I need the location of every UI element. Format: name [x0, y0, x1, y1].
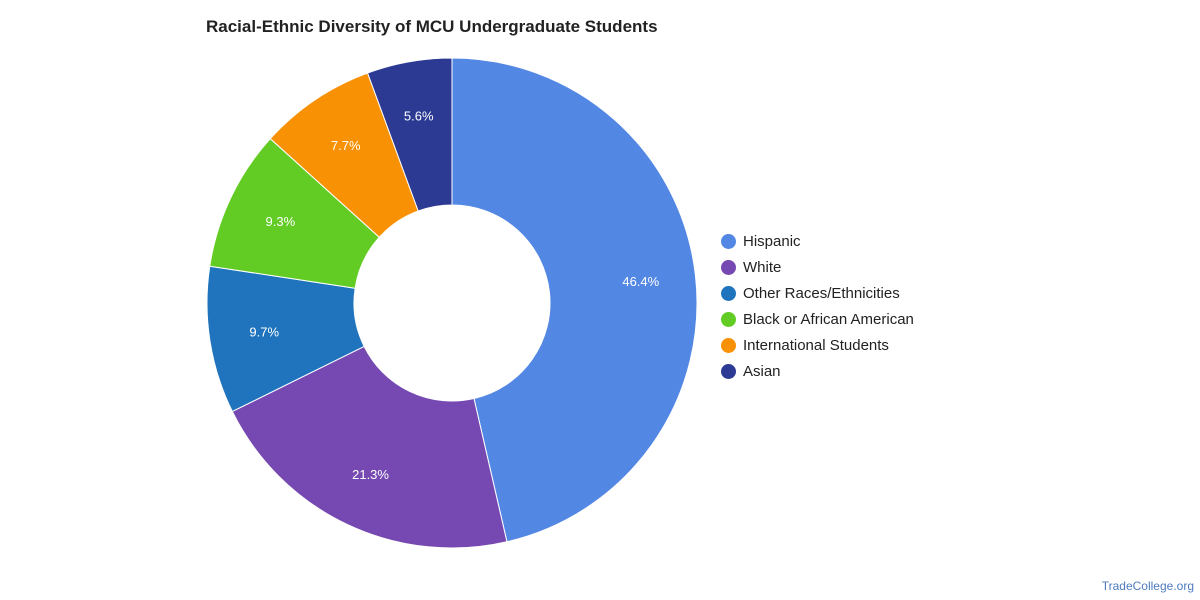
slice-white [231, 345, 508, 549]
donut-slice-labels: 46.4% 21.3% 9.7% 9.3% 7.7% 5.6% [249, 108, 659, 482]
chart-legend: Hispanic White Other Races/Ethnicities Blac… [721, 228, 914, 384]
legend-swatch [721, 363, 736, 379]
slice-hispanic [451, 57, 698, 543]
chart-title: Racial-Ethnic Diversity of MCU Undergrad… [206, 17, 658, 36]
legend-swatch [721, 233, 736, 249]
watermark: TradeCollege.org [1101, 579, 1194, 593]
slice-asian [366, 57, 453, 212]
legend-item-white: White [721, 254, 914, 280]
slice-label-international-students: 7.7% [331, 138, 361, 153]
legend-item-asian: Asian [721, 358, 914, 384]
legend-swatch [721, 311, 736, 327]
legend-label: White [743, 258, 782, 276]
slice-label-black-or-african-american: 9.3% [266, 214, 296, 229]
legend-label: Other Races/Ethnicities [743, 284, 900, 302]
slice-label-asian: 5.6% [404, 108, 434, 123]
legend-label: International Students [743, 336, 889, 354]
legend-label: Black or African American [743, 310, 914, 328]
legend-item-black-or-african-american: Black or African American [721, 306, 914, 332]
slice-label-hispanic: 46.4% [622, 274, 659, 289]
slice-label-other-races-ethnicities: 9.7% [249, 325, 279, 340]
slice-label-white: 21.3% [352, 467, 389, 482]
legend-label: Hispanic [743, 232, 801, 250]
legend-swatch [721, 337, 736, 353]
donut-slices [206, 57, 698, 549]
legend-item-other-races-ethnicities: Other Races/Ethnicities [721, 280, 914, 306]
legend-swatch [721, 259, 736, 275]
legend-item-international-students: International Students [721, 332, 914, 358]
legend-label: Asian [743, 362, 781, 380]
legend-swatch [721, 285, 736, 301]
legend-item-hispanic: Hispanic [721, 228, 914, 254]
